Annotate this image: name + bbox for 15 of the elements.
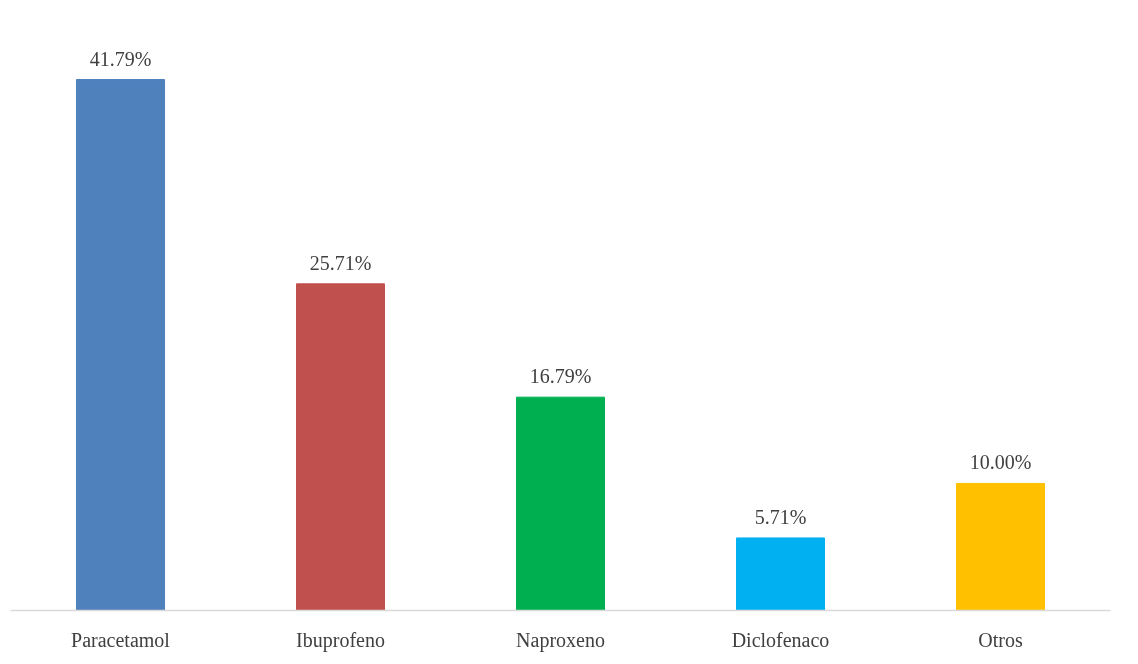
bar <box>76 79 165 611</box>
x-tick-label: Ibuprofeno <box>296 628 385 652</box>
x-tick-label: Naproxeno <box>516 628 605 652</box>
data-label: 10.00% <box>969 451 1032 474</box>
data-label: 25.71% <box>309 251 372 274</box>
x-tick-label: Paracetamol <box>71 628 171 651</box>
bar <box>516 396 605 611</box>
x-tick-label: Otros <box>978 628 1023 651</box>
bar <box>296 283 385 611</box>
x-tick-label: Diclofenaco <box>731 628 830 651</box>
bar <box>736 537 825 611</box>
bar <box>956 482 1045 611</box>
data-label: 41.79% <box>89 47 152 70</box>
data-label: 16.79% <box>529 365 592 388</box>
data-label: 5.71% <box>754 505 807 528</box>
